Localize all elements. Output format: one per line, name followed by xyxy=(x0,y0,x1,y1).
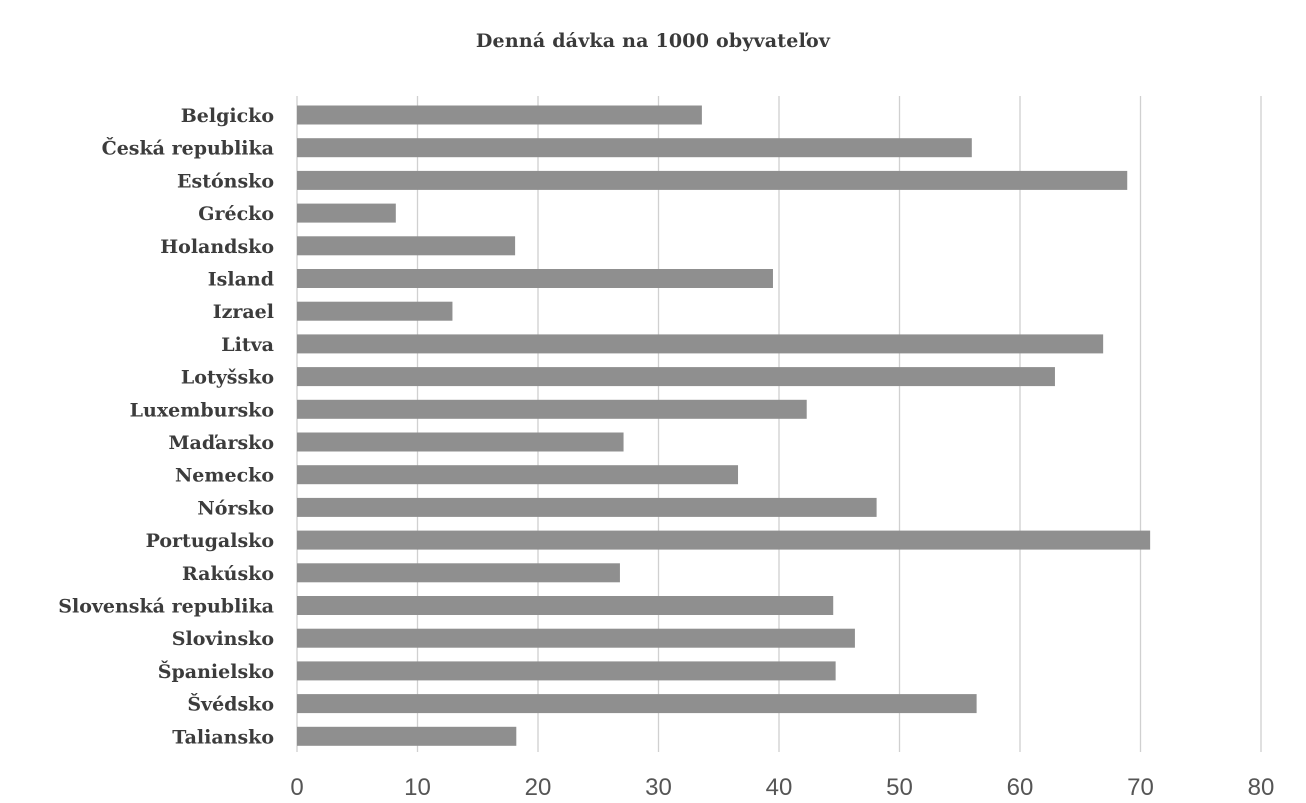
x-tick-label: 30 xyxy=(645,774,672,801)
category-label: Luxembursko xyxy=(130,399,274,421)
bar xyxy=(297,596,834,615)
bar xyxy=(297,367,1055,387)
x-tick-label: 70 xyxy=(1127,774,1154,801)
x-tick-label: 20 xyxy=(525,774,552,801)
bar xyxy=(297,628,855,648)
category-label: Švédsko xyxy=(187,693,274,716)
category-label: Taliansko xyxy=(172,726,274,748)
category-label: Maďarsko xyxy=(169,432,274,454)
bar xyxy=(297,694,977,714)
category-label: Česká republika xyxy=(102,137,274,160)
category-label: Nórsko xyxy=(197,497,274,519)
x-tick-label: 10 xyxy=(404,774,431,801)
x-tick-label: 60 xyxy=(1007,774,1034,801)
category-label: Španielsko xyxy=(158,660,274,683)
bar xyxy=(297,661,836,681)
bar xyxy=(297,203,396,223)
bar xyxy=(297,334,1104,354)
bar xyxy=(297,432,624,452)
bar xyxy=(297,236,516,256)
bar xyxy=(297,530,1151,550)
bar xyxy=(297,399,807,419)
x-tick-label: 0 xyxy=(290,774,303,801)
bar xyxy=(297,563,620,583)
x-tick-label: 40 xyxy=(766,774,793,801)
category-label: Belgicko xyxy=(181,105,274,127)
bar xyxy=(297,138,972,158)
bar xyxy=(297,170,1128,190)
category-label: Portugalsko xyxy=(146,530,274,552)
category-label: Estónsko xyxy=(177,170,274,192)
x-tick-label: 80 xyxy=(1248,774,1275,801)
bar xyxy=(297,301,453,321)
category-label: Holandsko xyxy=(160,236,274,258)
category-label: Izrael xyxy=(213,301,274,323)
category-label: Grécko xyxy=(198,203,274,225)
category-label: Litva xyxy=(221,334,274,356)
x-tick-label: 50 xyxy=(886,774,913,801)
category-label: Lotyšsko xyxy=(181,367,274,389)
bar xyxy=(297,269,773,288)
bar xyxy=(297,105,702,125)
bar xyxy=(297,726,517,746)
category-label: Slovenská republika xyxy=(58,596,274,618)
category-label: Nemecko xyxy=(175,465,274,487)
chart-title: Denná dávka na 1000 obyvateľov xyxy=(475,30,831,52)
bar xyxy=(297,497,877,517)
category-label: Slovinsko xyxy=(172,628,274,650)
bar xyxy=(297,465,739,485)
category-label: Rakúsko xyxy=(182,563,274,585)
category-label: Island xyxy=(208,269,274,291)
